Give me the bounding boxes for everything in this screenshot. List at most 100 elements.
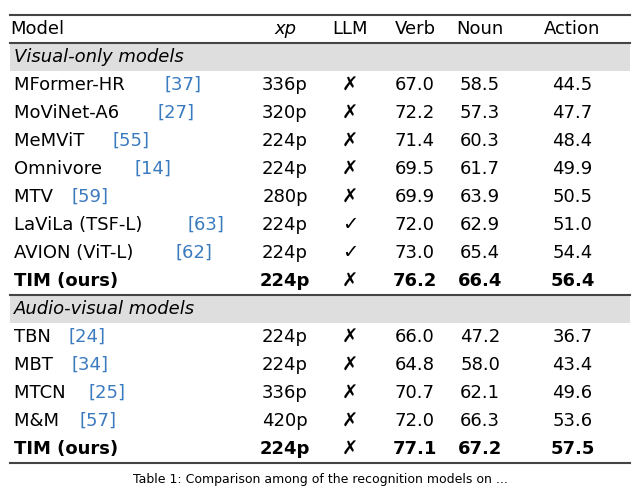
- Text: ✗: ✗: [342, 76, 358, 95]
- Bar: [10, 295, 630, 323]
- Text: 76.2: 76.2: [393, 272, 437, 290]
- Text: Model: Model: [10, 20, 64, 38]
- Text: 65.4: 65.4: [460, 244, 500, 262]
- Text: [34]: [34]: [72, 356, 109, 374]
- Text: ✗: ✗: [342, 132, 358, 150]
- Text: M&M: M&M: [14, 412, 65, 430]
- Text: MFormer-HR: MFormer-HR: [14, 76, 131, 94]
- Text: 320p: 320p: [262, 104, 308, 122]
- Text: LaViLa (TSF-L): LaViLa (TSF-L): [14, 216, 148, 234]
- Text: ✗: ✗: [342, 355, 358, 375]
- Text: ✗: ✗: [342, 384, 358, 402]
- Text: 69.5: 69.5: [395, 160, 435, 178]
- Text: Audio-visual models: Audio-visual models: [14, 300, 195, 318]
- Text: ✗: ✗: [342, 271, 358, 291]
- Text: 51.0: 51.0: [552, 216, 593, 234]
- Text: 224p: 224p: [262, 160, 308, 178]
- Text: 58.5: 58.5: [460, 76, 500, 94]
- Text: ✗: ✗: [342, 411, 358, 431]
- Text: 49.6: 49.6: [552, 384, 593, 402]
- Text: [59]: [59]: [72, 188, 109, 206]
- Text: 49.9: 49.9: [552, 160, 593, 178]
- Text: 66.3: 66.3: [460, 412, 500, 430]
- Text: 50.5: 50.5: [552, 188, 593, 206]
- Text: LLM: LLM: [332, 20, 368, 38]
- Text: 336p: 336p: [262, 76, 308, 94]
- Text: 224p: 224p: [262, 356, 308, 374]
- Text: 57.3: 57.3: [460, 104, 500, 122]
- Text: Visual-only models: Visual-only models: [14, 48, 184, 66]
- Text: 48.4: 48.4: [552, 132, 593, 150]
- Text: [37]: [37]: [164, 76, 202, 94]
- Text: 73.0: 73.0: [395, 244, 435, 262]
- Text: 57.5: 57.5: [550, 440, 595, 458]
- Text: 67.2: 67.2: [458, 440, 502, 458]
- Text: 67.0: 67.0: [395, 76, 435, 94]
- Text: 47.7: 47.7: [552, 104, 593, 122]
- Text: ✗: ✗: [342, 188, 358, 206]
- Text: 77.1: 77.1: [393, 440, 437, 458]
- Text: 64.8: 64.8: [395, 356, 435, 374]
- Text: 224p: 224p: [262, 328, 308, 346]
- Text: 63.9: 63.9: [460, 188, 500, 206]
- Text: ✗: ✗: [342, 103, 358, 122]
- Text: 54.4: 54.4: [552, 244, 593, 262]
- Text: TIM (ours): TIM (ours): [14, 440, 124, 458]
- Text: Noun: Noun: [456, 20, 504, 38]
- Text: 224p: 224p: [262, 132, 308, 150]
- Text: 72.2: 72.2: [395, 104, 435, 122]
- Text: 60.3: 60.3: [460, 132, 500, 150]
- Text: [14]: [14]: [135, 160, 172, 178]
- Text: ✗: ✗: [342, 328, 358, 346]
- Text: 72.0: 72.0: [395, 412, 435, 430]
- Text: MeMViT: MeMViT: [14, 132, 90, 150]
- Text: MTV: MTV: [14, 188, 59, 206]
- Text: [55]: [55]: [112, 132, 149, 150]
- Text: 420p: 420p: [262, 412, 308, 430]
- Text: 224p: 224p: [262, 244, 308, 262]
- Text: ✓: ✓: [342, 215, 358, 235]
- Text: TBN: TBN: [14, 328, 56, 346]
- Text: [24]: [24]: [69, 328, 106, 346]
- Text: 224p: 224p: [260, 440, 310, 458]
- Text: TIM (ours): TIM (ours): [14, 272, 124, 290]
- Text: AVION (ViT-L): AVION (ViT-L): [14, 244, 139, 262]
- Text: 66.0: 66.0: [395, 328, 435, 346]
- Bar: [10, 43, 630, 71]
- Text: ✓: ✓: [342, 244, 358, 262]
- Text: 47.2: 47.2: [460, 328, 500, 346]
- Text: 61.7: 61.7: [460, 160, 500, 178]
- Text: 70.7: 70.7: [395, 384, 435, 402]
- Text: xp: xp: [274, 20, 296, 38]
- Text: 224p: 224p: [262, 216, 308, 234]
- Text: ✗: ✗: [342, 159, 358, 179]
- Text: 43.4: 43.4: [552, 356, 593, 374]
- Text: Omnivore: Omnivore: [14, 160, 108, 178]
- Text: 336p: 336p: [262, 384, 308, 402]
- Text: 66.4: 66.4: [458, 272, 502, 290]
- Text: 44.5: 44.5: [552, 76, 593, 94]
- Text: MoViNet-A6: MoViNet-A6: [14, 104, 125, 122]
- Text: [62]: [62]: [175, 244, 212, 262]
- Text: 62.1: 62.1: [460, 384, 500, 402]
- Text: 69.9: 69.9: [395, 188, 435, 206]
- Text: [25]: [25]: [88, 384, 125, 402]
- Text: Table 1: Comparison among of the recognition models on ...: Table 1: Comparison among of the recogni…: [132, 473, 508, 486]
- Text: [27]: [27]: [157, 104, 194, 122]
- Text: [63]: [63]: [187, 216, 224, 234]
- Text: 53.6: 53.6: [552, 412, 593, 430]
- Text: MBT: MBT: [14, 356, 59, 374]
- Text: Verb: Verb: [394, 20, 436, 38]
- Text: 36.7: 36.7: [552, 328, 593, 346]
- Text: ✗: ✗: [342, 440, 358, 458]
- Text: 62.9: 62.9: [460, 216, 500, 234]
- Text: 56.4: 56.4: [550, 272, 595, 290]
- Text: 58.0: 58.0: [460, 356, 500, 374]
- Text: Action: Action: [544, 20, 601, 38]
- Text: 280p: 280p: [262, 188, 308, 206]
- Text: 72.0: 72.0: [395, 216, 435, 234]
- Text: 71.4: 71.4: [395, 132, 435, 150]
- Text: MTCN: MTCN: [14, 384, 72, 402]
- Text: 224p: 224p: [260, 272, 310, 290]
- Text: [57]: [57]: [79, 412, 116, 430]
